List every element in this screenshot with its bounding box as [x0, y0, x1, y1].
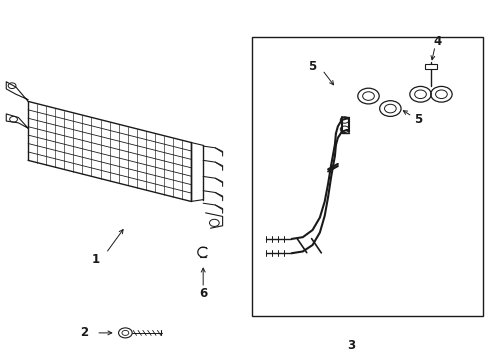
Text: 5: 5 [414, 113, 422, 126]
Bar [251, 37, 482, 316]
Text: 2: 2 [80, 327, 88, 339]
Text: 5: 5 [308, 60, 316, 73]
Text: 1: 1 [92, 253, 100, 266]
Text: 6: 6 [199, 287, 207, 300]
Text: 4: 4 [433, 35, 441, 48]
Text: 3: 3 [346, 338, 355, 351]
Bar [425, 64, 436, 68]
